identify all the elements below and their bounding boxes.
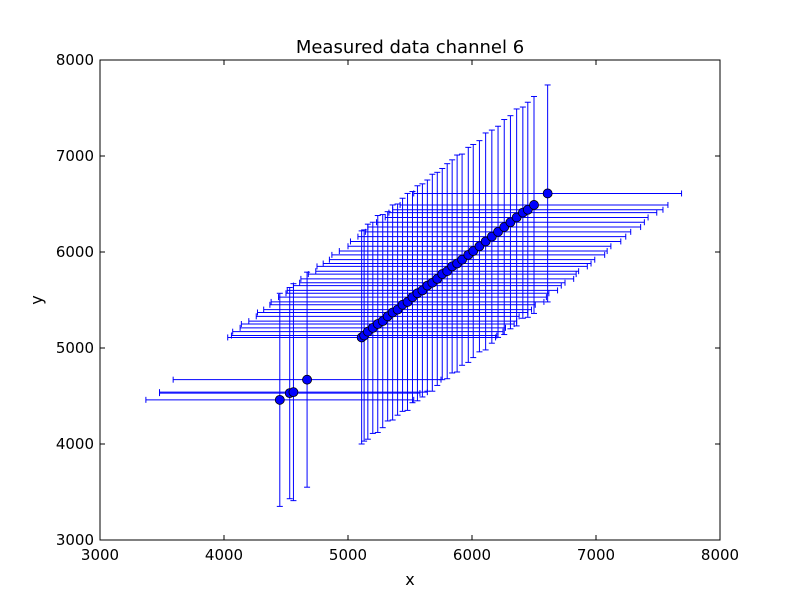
y-tick-label: 4000 bbox=[56, 435, 94, 453]
x-tick-label: 6000 bbox=[453, 546, 491, 564]
data-point bbox=[302, 374, 312, 385]
chart-title: Measured data channel 6 bbox=[296, 37, 524, 58]
x-axis-label: x bbox=[405, 570, 414, 589]
data-point bbox=[288, 387, 299, 398]
x-tick-label: 3000 bbox=[81, 546, 119, 564]
data-point bbox=[529, 200, 539, 210]
data-point bbox=[274, 394, 285, 405]
y-tick-label: 7000 bbox=[56, 147, 94, 165]
y-tick-label: 5000 bbox=[56, 339, 94, 357]
axis-ticks: 3000 4000 5000 6000 7000 8000 3000 4000 5000 6000… bbox=[56, 51, 739, 564]
data-point bbox=[542, 188, 553, 199]
x-tick-label: 8000 bbox=[701, 546, 739, 564]
y-axis-label: y bbox=[27, 295, 46, 304]
data-points bbox=[274, 188, 553, 405]
x-tick-label: 4000 bbox=[205, 546, 243, 564]
y-tick-label: 8000 bbox=[56, 51, 94, 69]
y-tick-label: 6000 bbox=[56, 243, 94, 261]
x-tick-label: 5000 bbox=[329, 546, 367, 564]
y-tick-label: 3000 bbox=[56, 531, 94, 549]
plot-frame bbox=[99, 59, 721, 541]
x-tick-label: 7000 bbox=[577, 546, 615, 564]
